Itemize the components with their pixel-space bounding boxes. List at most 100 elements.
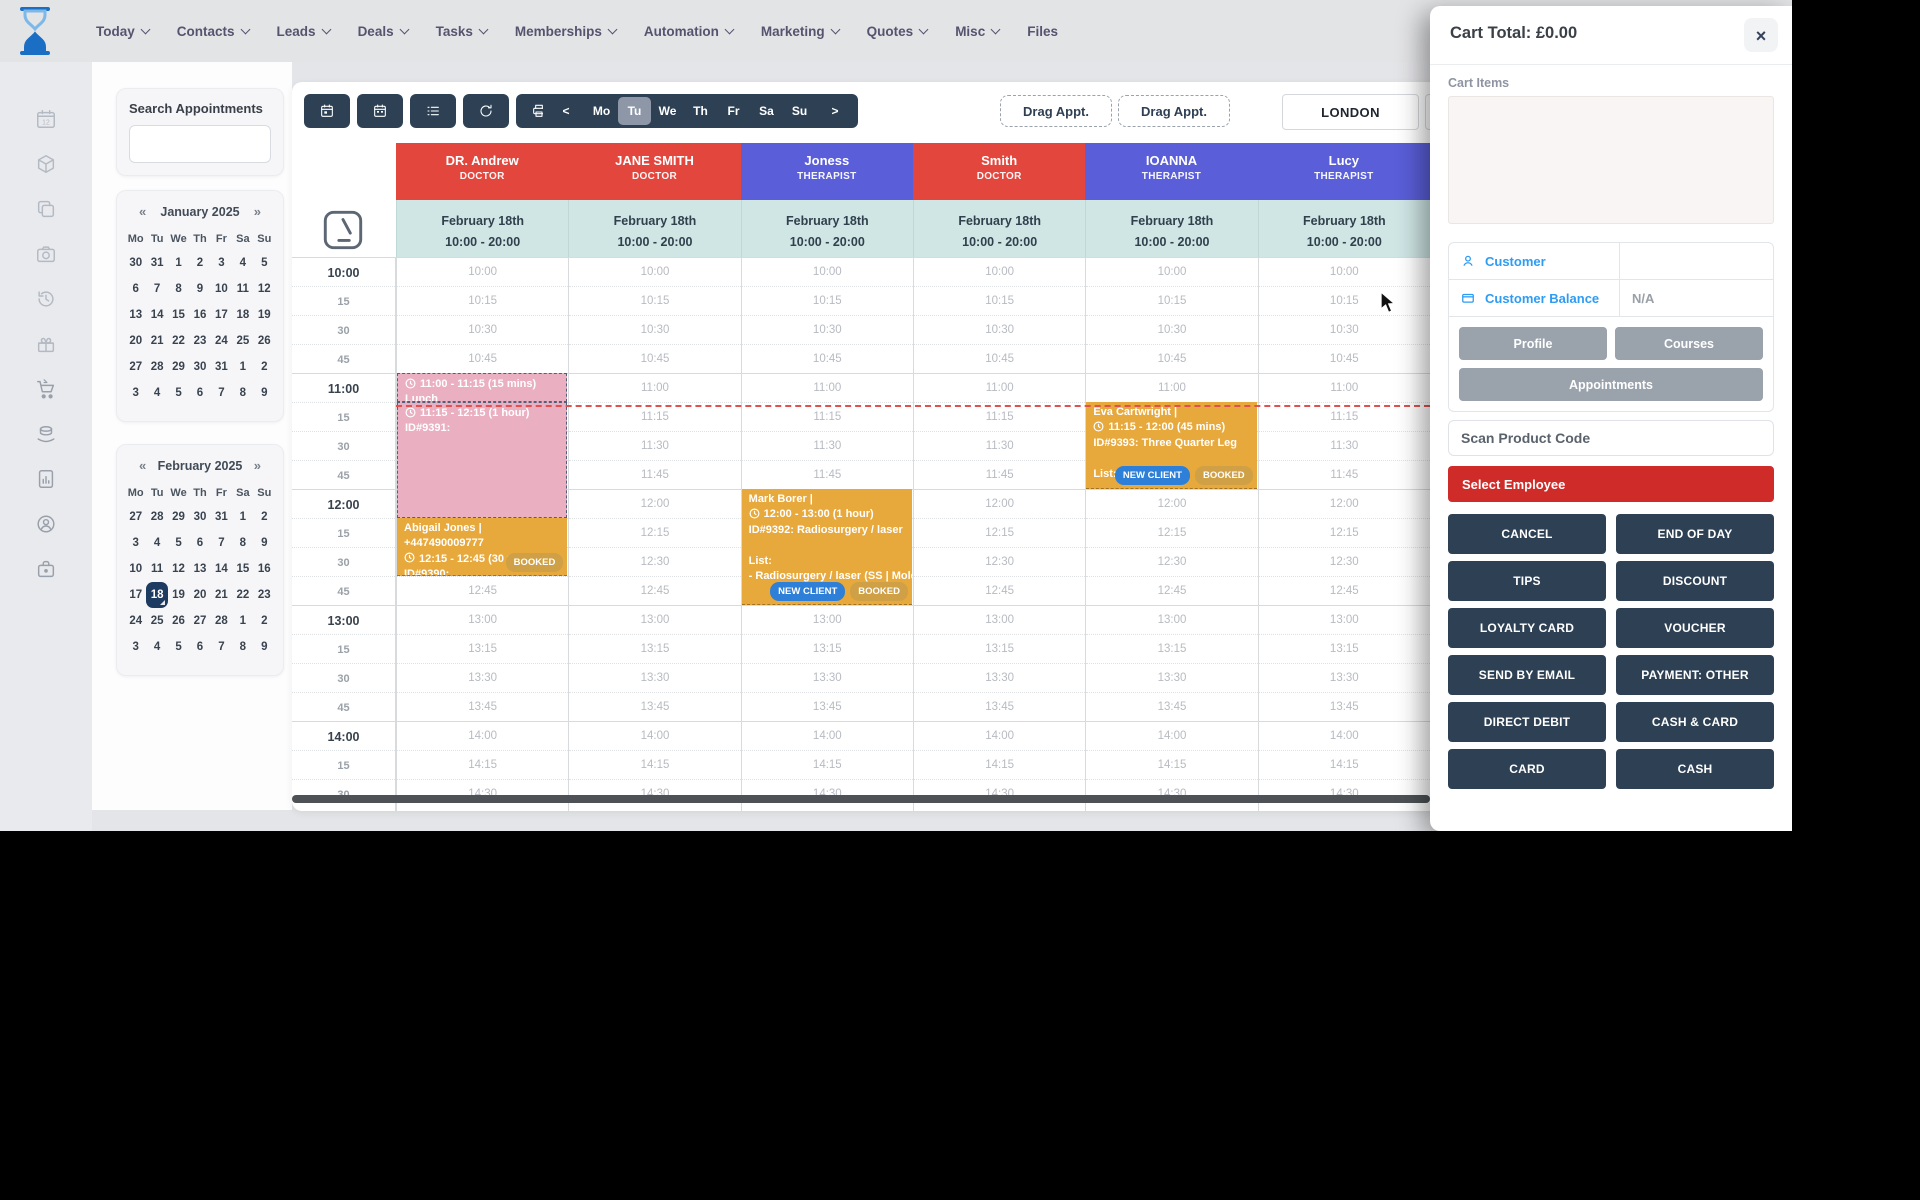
time-slot-cell[interactable]: 14:00 (914, 721, 1086, 750)
time-slot-cell[interactable]: 13:45 (1258, 692, 1430, 721)
day-cell[interactable]: 25 (236, 335, 250, 347)
day-cell[interactable]: 21 (215, 589, 228, 601)
horizontal-scrollbar[interactable] (292, 795, 1430, 803)
time-slot-cell[interactable]: 12:45 (1258, 576, 1430, 605)
day-cell[interactable]: 29 (172, 511, 185, 523)
day-cell[interactable]: 14 (215, 563, 228, 575)
day-cell[interactable]: 26 (172, 615, 185, 627)
time-slot-cell[interactable]: 11:15 (741, 402, 913, 431)
time-slot-cell[interactable]: 12:00 (569, 489, 741, 518)
day-cell[interactable]: 30 (193, 511, 207, 523)
tips-button[interactable]: TIPS (1448, 561, 1606, 601)
day-cell[interactable]: 10 (215, 283, 228, 295)
nav-item-automation[interactable]: Automation (644, 24, 735, 39)
time-slot-cell[interactable]: 11:45 (914, 460, 1086, 489)
sidebar-package-icon[interactable] (35, 153, 57, 175)
time-slot-cell[interactable]: 10:45 (397, 344, 569, 373)
time-slot-cell[interactable]: 14:00 (397, 721, 569, 750)
day-cell[interactable]: 2 (261, 615, 268, 627)
day-selector-we[interactable]: We (658, 104, 677, 118)
day-cell[interactable]: 9 (261, 537, 268, 549)
sidebar-history-icon[interactable] (35, 288, 57, 310)
day-cell[interactable]: 31 (215, 511, 228, 523)
day-cell[interactable]: 18 (236, 309, 250, 321)
time-slot-cell[interactable]: 11:00 (1086, 373, 1258, 402)
day-cell[interactable]: 28 (150, 361, 164, 373)
nav-item-quotes[interactable]: Quotes (867, 24, 929, 39)
day-cell[interactable]: 2 (261, 361, 268, 373)
direct-debit-button[interactable]: DIRECT DEBIT (1448, 702, 1606, 742)
time-slot-cell[interactable]: 13:00 (1258, 605, 1430, 634)
time-slot-cell[interactable]: 11:15 (1258, 402, 1430, 431)
prev-day-arrow[interactable]: < (562, 104, 570, 118)
time-slot-cell[interactable]: 11:15 (569, 402, 741, 431)
day-cell[interactable]: 2 (261, 511, 268, 523)
day-cell[interactable]: 5 (175, 387, 182, 399)
calendar-next-button[interactable]: » (248, 203, 267, 220)
time-slot-cell[interactable]: 10:15 (569, 286, 741, 315)
cancel-button[interactable]: CANCEL (1448, 514, 1606, 554)
day-cell[interactable]: 21 (150, 335, 164, 347)
time-slot-cell[interactable]: 10:15 (397, 286, 569, 315)
day-cell[interactable]: 2 (196, 257, 204, 269)
day-cell[interactable]: 15 (236, 563, 250, 575)
time-slot-cell[interactable]: 13:30 (397, 663, 569, 692)
drag-appt-button-1[interactable]: Drag Appt. (1000, 95, 1112, 127)
sidebar-report-icon[interactable] (35, 468, 57, 490)
calendar-prev-button[interactable]: « (133, 203, 152, 220)
time-slot-cell[interactable]: 13:15 (1086, 634, 1258, 663)
time-slot-cell[interactable]: 10:15 (1086, 286, 1258, 315)
select-employee-button[interactable]: Select Employee (1448, 466, 1774, 502)
sidebar-gift-icon[interactable] (35, 333, 57, 355)
day-cell[interactable]: 19 (172, 589, 185, 601)
time-slot-cell[interactable]: 11:30 (741, 431, 913, 460)
day-cell[interactable]: 1 (239, 511, 247, 523)
time-slot-cell[interactable]: 11:30 (569, 431, 741, 460)
time-slot-cell[interactable]: 10:45 (1258, 344, 1430, 373)
day-cell[interactable]: 3 (132, 387, 139, 399)
day-cell[interactable]: 31 (150, 257, 164, 269)
time-slot-cell[interactable]: 12:00 (1258, 489, 1430, 518)
time-slot-cell[interactable]: 10:45 (1086, 344, 1258, 373)
time-slot-cell[interactable]: 11:00 (741, 373, 913, 402)
time-slot-cell[interactable]: 14:00 (569, 721, 741, 750)
time-slot-cell[interactable]: 10:00 (397, 257, 569, 286)
time-slot-cell[interactable]: 12:45 (1086, 576, 1258, 605)
day-cell[interactable]: 17 (129, 589, 143, 601)
search-appointments-input[interactable] (129, 125, 271, 163)
voucher-button[interactable]: VOUCHER (1616, 608, 1774, 648)
day-selector-fr[interactable]: Fr (727, 104, 740, 118)
time-slot-cell[interactable]: 13:15 (1258, 634, 1430, 663)
time-slot-cell[interactable]: 12:45 (914, 576, 1086, 605)
time-slot-cell[interactable]: 14:15 (914, 750, 1086, 779)
time-slot-cell[interactable]: 12:30 (1258, 547, 1430, 576)
day-cell[interactable]: 24 (129, 615, 143, 627)
day-cell[interactable]: 16 (193, 309, 207, 321)
payment-other-button[interactable]: PAYMENT: OTHER (1616, 655, 1774, 695)
time-slot-cell[interactable]: 12:45 (397, 576, 569, 605)
day-cell[interactable]: 22 (172, 335, 185, 347)
sidebar-calendar-date-icon[interactable]: 12 (35, 108, 57, 130)
day-cell[interactable]: 6 (196, 537, 204, 549)
time-slot-cell[interactable]: 10:45 (914, 344, 1086, 373)
time-slot-cell[interactable]: 11:00 (914, 373, 1086, 402)
time-slot-cell[interactable]: 13:45 (569, 692, 741, 721)
time-slot-cell[interactable]: 10:15 (1258, 286, 1430, 315)
day-cell[interactable]: 13 (193, 563, 207, 575)
calendar-prev-button[interactable]: « (133, 457, 152, 474)
day-cell[interactable]: 27 (193, 615, 207, 627)
card-button[interactable]: CARD (1448, 749, 1606, 789)
cash-card-button[interactable]: CASH & CARD (1616, 702, 1774, 742)
day-cell[interactable]: 9 (261, 387, 268, 399)
time-slot-cell[interactable]: 10:00 (741, 257, 913, 286)
next-day-arrow[interactable]: > (831, 104, 839, 118)
time-slot-cell[interactable]: 10:30 (1086, 315, 1258, 344)
nav-item-marketing[interactable]: Marketing (761, 24, 841, 39)
time-slot-cell[interactable]: 12:15 (1258, 518, 1430, 547)
time-slot-cell[interactable]: 10:30 (1258, 315, 1430, 344)
day-cell[interactable]: 11 (236, 283, 249, 295)
time-slot-cell[interactable]: 11:00 (569, 373, 741, 402)
loyalty-card-button[interactable]: LOYALTY CARD (1448, 608, 1606, 648)
time-slot-cell[interactable]: 14:30 (569, 779, 741, 808)
time-slot-cell[interactable]: 13:15 (741, 634, 913, 663)
